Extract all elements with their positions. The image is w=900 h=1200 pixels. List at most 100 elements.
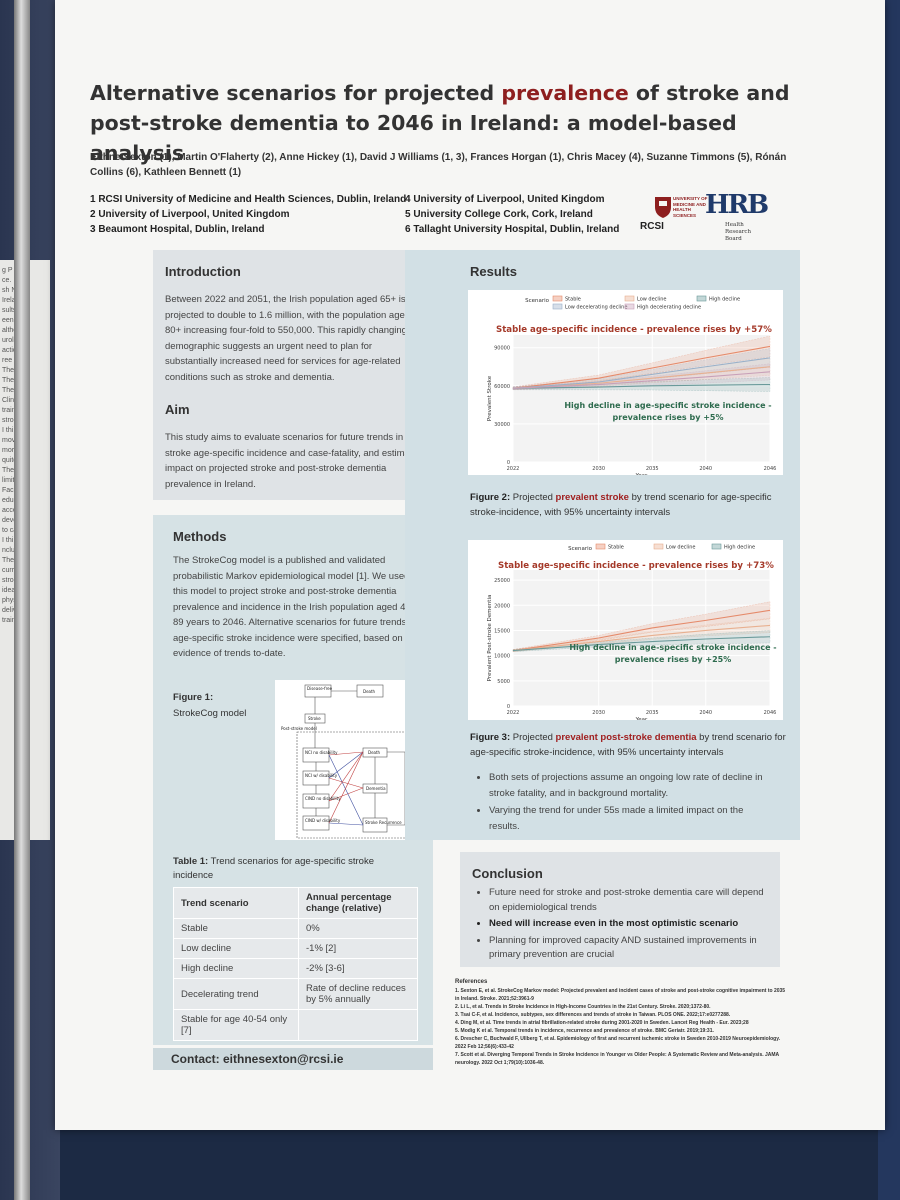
results-box: Results 0 30000 60000 90000 2022 2030 2035 2040… [405, 250, 800, 840]
fig2-pre: Projected [510, 492, 556, 503]
table-header: Annual percentage change (relative) [298, 887, 418, 919]
x-tick-label: 2022 [507, 466, 520, 472]
diagram-node: NCI w/ disability [305, 773, 338, 778]
list-item: Future need for stroke and post-stroke d… [489, 886, 770, 915]
x-tick-label: 2046 [764, 710, 777, 716]
left-poster-fragment: sults [2, 307, 17, 314]
diagram-node: CIND no disability [305, 796, 341, 801]
diagram-node: Disease-free [307, 686, 333, 691]
legend-title: Scenario [525, 298, 550, 304]
y-axis-label: Prevalent Stroke [487, 375, 493, 421]
figure2-caption: Figure 2: Projected prevalent stroke by … [470, 490, 790, 520]
left-poster-fragment: urolog [2, 337, 22, 344]
references-heading: References [455, 979, 488, 985]
conclusion-heading: Conclusion [472, 866, 543, 881]
legend-swatch [595, 543, 606, 550]
left-poster-fragment: I thi [2, 427, 14, 434]
y-tick-label: 10000 [494, 654, 510, 660]
diagram-node: Dementia [366, 786, 386, 791]
y-tick-label: 15000 [494, 628, 510, 634]
y-tick-label: 90000 [494, 346, 510, 352]
table-cell: Rate of decline reduces by 5% annually [298, 978, 418, 1010]
left-poster-fragment: I thi [2, 537, 14, 544]
annotation-top: Stable age-specific incidence - prevalen… [498, 561, 774, 571]
x-axis-label: Year [635, 473, 648, 475]
reference-item: 5. Modig K et al. Temporal trends in inc… [455, 1028, 714, 1034]
series-line [512, 624, 771, 652]
figure3-caption: Figure 3: Projected prevalent post-strok… [470, 730, 790, 760]
references: References 1. Sexton E, et al. StrokeCog… [455, 978, 790, 1067]
left-poster-fragment: Theme [2, 367, 24, 374]
table1-caption: Table 1: Trend scenarios for age-specifi… [173, 855, 413, 883]
y-tick-label: 0 [507, 704, 510, 710]
list-item: Both sets of projections assume an ongoi… [489, 770, 775, 801]
y-tick-label: 20000 [494, 603, 510, 609]
poster-title: Alternative scenarios for projected prev… [90, 78, 810, 168]
x-tick-label: 2030 [592, 466, 605, 472]
results-heading: Results [470, 264, 517, 279]
conclusion-box: Conclusion Future need for stroke and po… [460, 852, 780, 967]
left-poster-fragment: Theme [2, 377, 24, 384]
trend-table: Trend scenario Annual percentage change … [173, 887, 418, 1041]
x-tick-label: 2040 [699, 466, 712, 472]
x-tick-label: 2046 [764, 466, 777, 472]
affiliation: 5 University College Cork, Cork, Ireland [405, 209, 593, 220]
y-tick-label: 0 [507, 460, 510, 466]
conclusion-bullets: Future need for stroke and post-stroke d… [475, 886, 770, 963]
legend-label: High decelerating decline [637, 305, 701, 311]
rcsi-subtext: UNIVERSITY OF MEDICINE AND HEALTH SCIENC… [673, 196, 708, 218]
table-row: Low decline -1% [2] [173, 938, 418, 959]
diagram-node: CIND w/ disability [305, 818, 341, 823]
affiliations-left: 1 RCSI University of Medicine and Health… [90, 192, 406, 237]
aim-heading: Aim [165, 402, 190, 417]
introduction-heading: Introduction [165, 264, 241, 279]
legend-label: Low decline [637, 297, 666, 303]
legend-title: Scenario [568, 546, 593, 552]
x-tick-label: 2022 [507, 710, 520, 716]
list-item: Need will increase even in the most opti… [489, 917, 770, 932]
reference-item: 4. Ding M, et al. Time trends in atrial … [455, 1020, 749, 1026]
reference-item: 3. Tsai C-F, et al. Incidence, subtypes,… [455, 1012, 731, 1018]
table-cell: -2% [3-6] [298, 958, 418, 979]
reference-item: 1. Sexton E, et al. StrokeCog Markov mod… [455, 988, 786, 1002]
figure1-diagram: Disease-free Death Stroke Post-stroke mo… [275, 680, 417, 840]
affiliation: 2 University of Liverpool, United Kingdo… [90, 209, 290, 220]
rcsi-logo: RCSI UNIVERSITY OF MEDICINE AND HEALTH S… [640, 195, 707, 235]
results-notes: Both sets of projections assume an ongoi… [475, 770, 775, 836]
list-item: Varying the trend for under 55s made a l… [489, 803, 775, 834]
strokecog-diagram: Disease-free Death Stroke Post-stroke mo… [281, 684, 416, 839]
left-poster-fragment: movin [2, 437, 21, 444]
y-tick-label: 25000 [494, 578, 510, 584]
hrb-text: HRB [705, 190, 769, 220]
affiliations-right: 4 University of Liverpool, United Kingdo… [405, 192, 619, 237]
diagram-node: Death [363, 689, 376, 694]
annotation-bottom: High decline in age-specific stroke inci… [564, 401, 771, 410]
figure3-chart: 0 5000 10000 15000 20000 25000 2022 2030 2035 204… [468, 540, 783, 723]
x-tick-label: 2040 [699, 710, 712, 716]
authors: Eithne Sexton (1), Martin O'Flaherty (2)… [90, 152, 787, 178]
legend-swatch [696, 295, 707, 302]
left-poster-fragment: Irela [2, 297, 16, 304]
left-poster-fragment: Theme [2, 387, 24, 394]
table-header: Trend scenario [173, 887, 299, 919]
affiliation: 3 Beaumont Hospital, Dublin, Ireland [90, 224, 265, 235]
legend-swatch [711, 543, 722, 550]
figure1-label: Figure 1: [173, 692, 214, 703]
conclusion-text: Future need for stroke and post-stroke d… [475, 886, 770, 965]
methods-text: The StrokeCog model is a published and v… [173, 555, 417, 659]
title-part1: Alternative scenarios for projected [90, 81, 502, 105]
affiliation: 6 Tallaght University Hospital, Dublin, … [405, 224, 620, 235]
left-poster-fragment: to cardi [2, 527, 25, 534]
series-line [512, 366, 771, 389]
table-cell: Stable [173, 918, 299, 939]
left-poster-fragment: training [2, 616, 50, 626]
table-row: Stable 0% [173, 918, 418, 939]
legend-swatch [653, 543, 664, 550]
list-item: Planning for improved capacity AND susta… [489, 934, 770, 963]
legend-label: Low decelerating decline [565, 305, 627, 311]
crest-icon [655, 197, 671, 218]
table-row: Stable for age 40-54 only [7] [173, 1009, 418, 1041]
series-line [512, 345, 771, 389]
fig3-pre: Projected [510, 732, 556, 743]
legend-label: Low decline [666, 545, 695, 551]
